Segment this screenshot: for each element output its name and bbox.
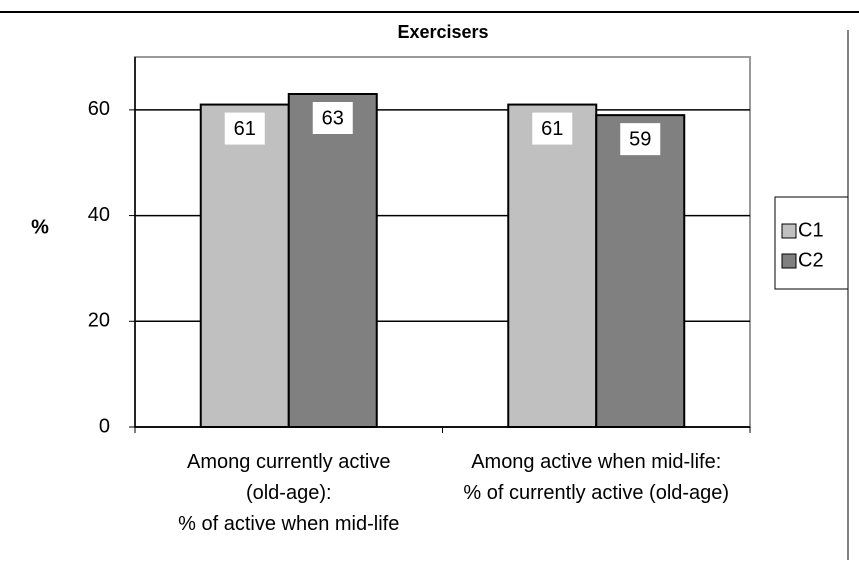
y-axis-label: % — [31, 216, 49, 238]
legend-box — [774, 196, 849, 290]
y-tick-label: 40 — [88, 204, 110, 226]
bar — [287, 93, 378, 428]
x-tick-label: Among active when mid-life: % of current… — [463, 451, 730, 504]
y-tick-label: 60 — [88, 98, 110, 120]
x-tick-label: Among currently active (old-age): % of a… — [178, 451, 400, 535]
legend-swatch — [781, 223, 797, 239]
value-label: 61 — [541, 118, 563, 140]
legend-swatch — [781, 253, 797, 269]
legend-label: C1 — [798, 219, 824, 241]
bar — [595, 114, 686, 429]
value-label-bg — [620, 123, 661, 156]
bar — [199, 103, 290, 428]
value-label-bg — [312, 102, 353, 134]
value-label-bg — [224, 112, 265, 145]
value-label: 63 — [322, 107, 344, 129]
value-label: 59 — [629, 128, 651, 150]
bar — [507, 103, 598, 428]
value-label-bg — [532, 112, 573, 145]
value-label: 61 — [234, 118, 256, 140]
y-tick-label: 20 — [88, 310, 110, 332]
chart-title: Exercisers — [397, 22, 488, 42]
legend-label: C2 — [798, 249, 824, 271]
y-tick-label: 0 — [99, 415, 110, 437]
